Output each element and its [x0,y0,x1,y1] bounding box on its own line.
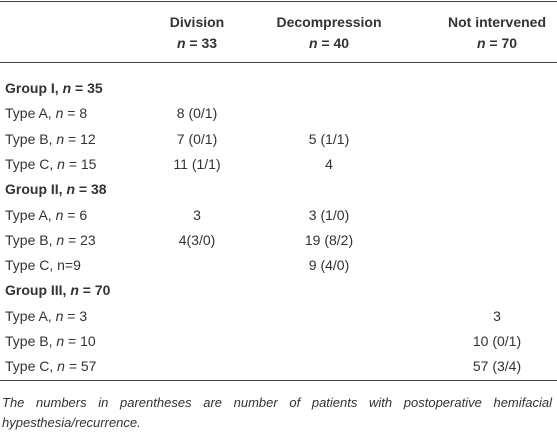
cell: 5 (1/1) [308,130,350,147]
column-n: n = 70 [476,35,518,51]
bottom-rule [0,380,557,381]
cell: 8 (0/1) [176,105,218,122]
group-label: Group II, n = 38 [5,181,107,198]
cell: 10 (0/1) [472,333,522,349]
row-label: Type B, n = 10 [5,333,96,349]
column-header: Decompression [276,14,382,30]
cell: 4 [325,155,333,172]
group-label: Group I, n = 35 [5,80,103,96]
cell: 11 (1/1) [173,155,221,172]
row-label: Type A, n = 8 [5,105,88,122]
row-label: Type C, n = 57 [5,358,97,375]
cell: 19 (8/2) [304,231,354,248]
cell: 7 (0/1) [176,130,218,147]
top-rule [0,1,557,2]
column-header: Not intervened [447,14,547,30]
header-rule [0,62,557,63]
footnote: The numbers in parentheses are number of… [2,395,552,430]
cell: 3 [193,206,201,223]
cell: 4(3/0) [178,231,216,248]
cell: 3 [493,307,501,324]
cell: 9 (4/0) [308,257,350,274]
group-label: Group III, n = 70 [5,282,111,299]
column-n: n = 40 [308,35,350,51]
cell: 57 (3/4) [472,358,522,375]
column-header: Division [169,14,225,30]
row-label: Type B, n = 12 [5,130,96,147]
column-n: n = 33 [176,35,218,51]
row-label: Type C, n = 15 [5,155,97,172]
cell: 3 (1/0) [308,206,350,223]
row-label: Type B, n = 23 [5,231,96,248]
row-label: Type C, n=9 [5,257,81,274]
row-label: Type A, n = 6 [5,206,88,223]
row-label: Type A, n = 3 [5,307,88,324]
